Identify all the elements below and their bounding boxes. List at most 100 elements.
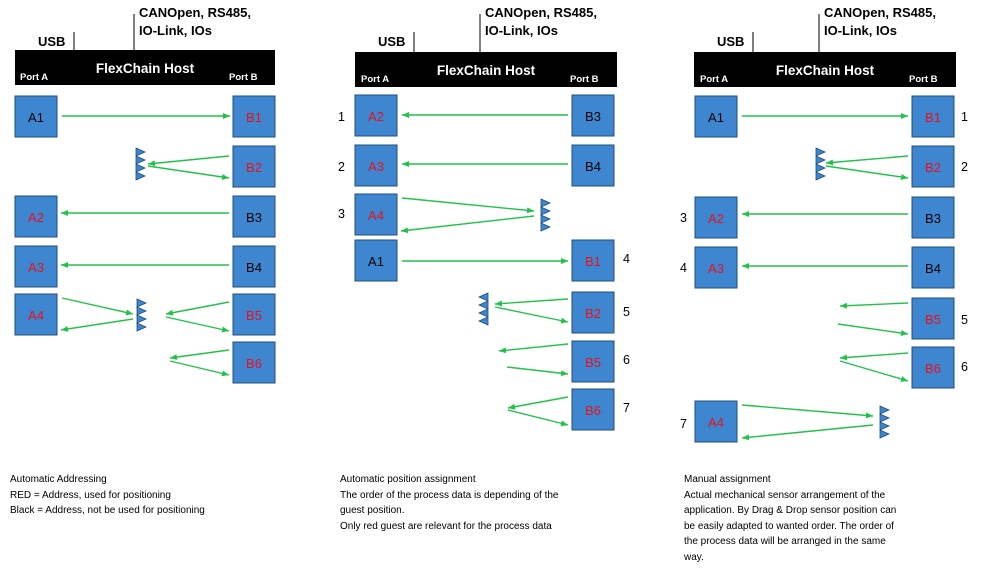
node-box[interactable]: B6 [911, 346, 955, 389]
node-box[interactable]: A1 [694, 95, 738, 138]
node-box[interactable]: A2 [694, 196, 738, 239]
usb-label: USB [378, 34, 405, 49]
signal-arrow [839, 302, 909, 309]
node-box[interactable]: B5 [232, 293, 276, 336]
node-label: A1 [368, 254, 384, 269]
node-box[interactable]: B3 [911, 196, 955, 239]
node-label: B6 [246, 356, 262, 371]
node-label: B6 [585, 403, 601, 418]
node-label: A1 [28, 110, 44, 125]
signal-arrow [147, 155, 230, 167]
order-number: 1 [961, 110, 968, 124]
signal-arrow [506, 366, 569, 377]
order-number: 7 [680, 417, 687, 431]
node-label: A3 [368, 159, 384, 174]
node-box[interactable]: B3 [232, 195, 276, 238]
node-box[interactable]: A1 [354, 239, 398, 282]
order-number: 6 [961, 360, 968, 374]
signal-arrow [400, 215, 535, 234]
node-label: A2 [368, 109, 384, 124]
port-b-label: Port B [229, 72, 258, 83]
interfaces-label-line1: CANOpen, RS485, [485, 5, 597, 20]
node-label: B2 [585, 306, 601, 321]
sensor-group-icon [136, 298, 147, 332]
caption-line: Automatic position assignment [340, 474, 476, 485]
node-label: B5 [246, 308, 262, 323]
caption-line: be easily adapted to wanted order. The o… [684, 520, 894, 532]
interfaces-label-line1: CANOpen, RS485, [824, 5, 936, 20]
node-box[interactable]: A4 [694, 400, 738, 443]
caption-line: way. [684, 551, 704, 563]
panel-automatic-position-assignment: CANOpen, RS485, IO-Link, IOs USB FlexCha… [338, 5, 630, 431]
node-box[interactable]: B4 [911, 246, 955, 289]
sensor-group-icon [478, 292, 489, 326]
node-box[interactable]: A2 [354, 94, 398, 137]
caption-line: Only red guest are relevant for the proc… [340, 520, 552, 532]
node-label: B3 [585, 109, 601, 124]
node-box[interactable]: A4 [14, 293, 58, 336]
node-label: A3 [28, 260, 44, 275]
signal-arrow [165, 316, 230, 333]
signal-arrow [825, 155, 909, 166]
host-title: FlexChain Host [437, 63, 536, 78]
node-box[interactable]: B1 [911, 95, 955, 138]
interfaces-label-line2: IO-Link, IOs [485, 23, 558, 38]
interfaces-label-line1: CANOpen, RS485, [139, 5, 251, 20]
order-number: 3 [338, 207, 345, 221]
node-box[interactable]: A3 [354, 144, 398, 187]
node-label: B1 [246, 110, 262, 125]
signal-arrow [498, 343, 569, 354]
panel-manual-assignment: CANOpen, RS485, IO-Link, IOs USB FlexCha… [680, 5, 968, 443]
port-b-label: Port B [570, 74, 599, 85]
node-box[interactable]: A1 [14, 95, 58, 138]
node-box[interactable]: B5 [571, 340, 615, 383]
port-a-label: Port A [20, 72, 48, 83]
interfaces-label-line2: IO-Link, IOs [139, 23, 212, 38]
node-label: B2 [925, 160, 941, 175]
order-number: 4 [680, 261, 687, 275]
host-bar [355, 52, 617, 87]
node-label: B3 [925, 211, 941, 226]
port-a-label: Port A [361, 74, 389, 85]
node-box[interactable]: B4 [232, 245, 276, 288]
node-box[interactable]: B2 [232, 145, 276, 188]
node-box[interactable]: A3 [694, 246, 738, 289]
order-number: 3 [680, 211, 687, 225]
signal-arrow [741, 424, 874, 441]
sensor-group-icon [879, 405, 890, 439]
node-box[interactable]: B2 [911, 145, 955, 188]
port-b-label: Port B [909, 74, 938, 85]
node-label: B4 [925, 261, 941, 276]
host-bar [15, 50, 275, 85]
node-box[interactable]: B1 [232, 95, 276, 138]
caption-line: The order of the process data is dependi… [340, 489, 559, 501]
signal-arrow [839, 360, 909, 382]
sensor-group-icon [540, 198, 551, 232]
order-number: 5 [961, 313, 968, 327]
node-box[interactable]: B6 [232, 341, 276, 384]
caption-automatic-addressing: Automatic Addressing RED = Address, used… [10, 472, 205, 519]
signal-arrow [839, 352, 909, 361]
node-box[interactable]: B4 [571, 144, 615, 187]
node-label: A2 [28, 210, 44, 225]
node-box[interactable]: B2 [571, 291, 615, 334]
panel-automatic-addressing: CANOpen, RS485, IO-Link, IOs USB FlexCha… [14, 5, 276, 384]
caption-automatic-position-assignment: Automatic position assignment The order … [340, 472, 558, 534]
node-label: B5 [925, 312, 941, 327]
node-box[interactable]: B3 [571, 94, 615, 137]
node-box[interactable]: B5 [911, 297, 955, 340]
node-label: A2 [708, 211, 724, 226]
node-box[interactable]: A2 [14, 195, 58, 238]
node-box[interactable]: A4 [354, 193, 398, 236]
node-label: B6 [925, 361, 941, 376]
host-bar [694, 52, 956, 87]
interfaces-label-line2: IO-Link, IOs [824, 23, 897, 38]
node-label: A3 [708, 261, 724, 276]
caption-line: Black = Address, not be used for positio… [10, 505, 205, 516]
node-box[interactable]: A3 [14, 245, 58, 288]
caption-line: Actual mechanical sensor arrangement of … [684, 489, 886, 501]
node-box[interactable]: B1 [571, 239, 615, 282]
node-box[interactable]: B6 [571, 388, 615, 431]
caption-line: RED = Address, used for positioning [10, 489, 171, 501]
